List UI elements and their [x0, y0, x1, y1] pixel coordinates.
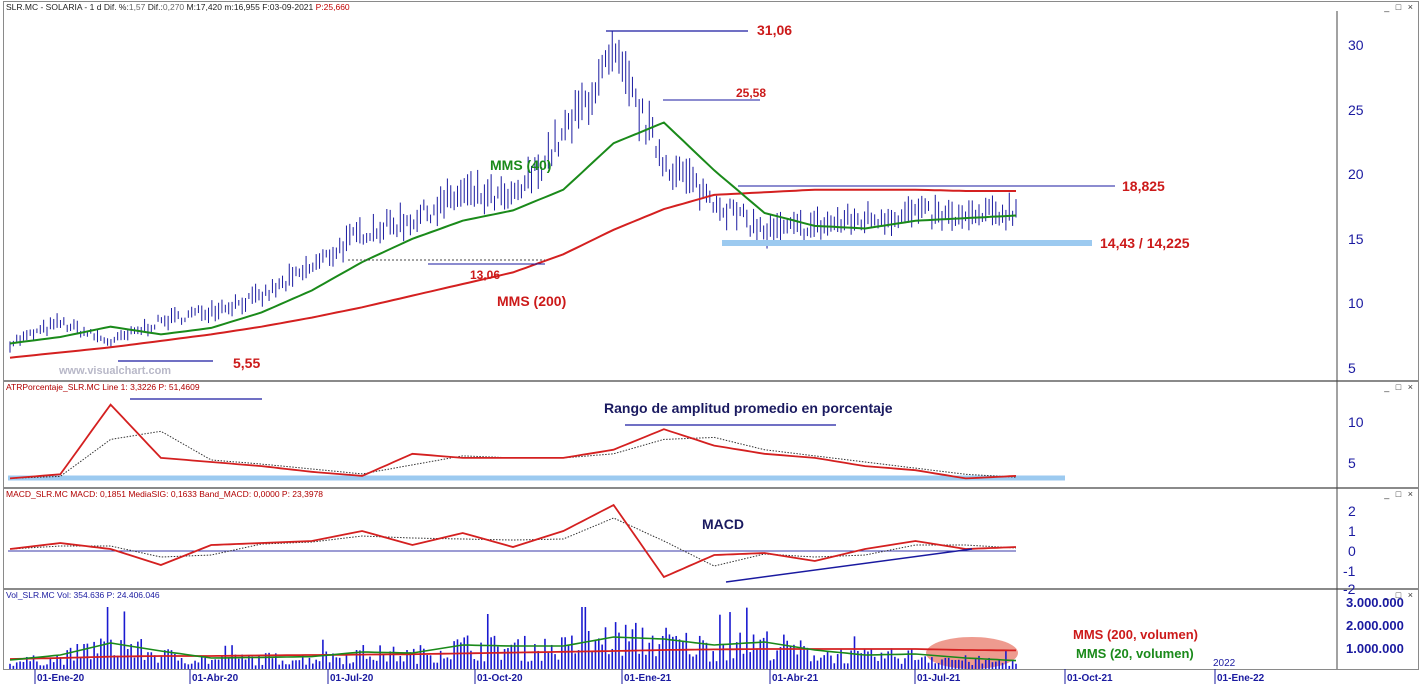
macd-trend-line — [725, 548, 973, 583]
x-tick-label: 01-Jul-20 — [330, 673, 374, 684]
price-panel[interactable]: SLR.MC - SOLARIA - 1 d Dif. %:1,57 Dif.:… — [3, 1, 1419, 381]
macd-yaxis: 2 1 0 -1 -2 — [1343, 503, 1356, 597]
volume-highlight — [926, 637, 1018, 669]
price-ytick: 25 — [1348, 102, 1364, 118]
x-tick-label: 01-Ene-21 — [624, 673, 672, 684]
volume-ytick: 1.000.000 — [1346, 641, 1404, 656]
dif-pct-label: Dif. %: — [103, 2, 129, 12]
x-tick-label: 01-Oct-20 — [477, 673, 523, 684]
close-value: 25,660 — [323, 2, 350, 12]
macd-signal-line — [9, 517, 1017, 567]
volume-mms200-label: MMS (200, volumen) — [1073, 627, 1198, 642]
price-ytick: 20 — [1348, 166, 1364, 182]
mms200-label: MMS (200) — [497, 293, 566, 309]
price-ytick: 10 — [1348, 295, 1364, 311]
x-tick-label: 01-Ene-22 — [1217, 673, 1265, 684]
date-label: F: — [262, 2, 270, 12]
level-1306-label: 13,06 — [470, 268, 500, 282]
atr-signal-line — [9, 430, 1017, 479]
macd-panel-header: MACD_SLR.MC MACD: 0,1851 MediaSIG: 0,163… — [6, 489, 324, 499]
macd-title: MACD — [702, 516, 744, 532]
mms40-line — [9, 121, 1017, 345]
dif-pct-value: 1,57 — [128, 2, 146, 12]
x-tick-label: 01-Ene-20 — [37, 673, 85, 684]
x-tick-label: 01-Abr-21 — [772, 673, 819, 684]
mms40-label: MMS (40) — [490, 157, 551, 173]
x-axis: 01-Ene-20 01-Abr-20 01-Jul-20 01-Oct-20 01-E… — [34, 669, 1265, 684]
price-yaxis: 30 25 20 15 10 5 — [1348, 37, 1364, 376]
macd-ytick: -1 — [1343, 563, 1356, 579]
volume-mms20-line — [9, 636, 1017, 662]
price-bars — [9, 31, 1017, 353]
macd-ytick: 1 — [1348, 523, 1356, 539]
atr-panel[interactable]: ATRPorcentaje_SLR.MC Line 1: 3,3226 P: 5… — [3, 381, 1419, 488]
volume-window-buttons[interactable]: _ □ × — [1384, 590, 1415, 600]
mms200-line — [9, 188, 1016, 359]
atr-ytick: 5 — [1348, 455, 1356, 471]
support-label: 14,43 / 14,225 — [1100, 235, 1190, 251]
volume-ytick: 2.000.000 — [1346, 618, 1404, 633]
x-tick-label: 01-Oct-21 — [1067, 673, 1113, 684]
macd-ytick: 0 — [1348, 543, 1356, 559]
resistance-label: 18,825 — [1122, 178, 1165, 194]
atr-ytick: 10 — [1348, 414, 1364, 430]
close-label: P: — [315, 2, 324, 12]
atr-line — [9, 403, 1017, 480]
symbol-label: SLR.MC - SOLARIA - — [6, 2, 90, 12]
volume-mms20-label: MMS (20, volumen) — [1076, 646, 1194, 661]
watermark: www.visualchart.com — [58, 365, 171, 377]
min-label: m: — [224, 2, 234, 12]
price-window-buttons[interactable]: _ □ × — [1384, 2, 1415, 12]
price-panel-header: SLR.MC - SOLARIA - 1 d Dif. %:1,57 Dif.:… — [6, 2, 350, 12]
max-label: M: — [186, 2, 196, 12]
atr-title: Rango de amplitud promedio en porcentaje — [604, 400, 893, 416]
dif-value: 0,270 — [162, 2, 185, 12]
volume-panel-header: Vol_SLR.MC Vol: 354.636 P: 24.406.046 — [6, 590, 160, 600]
atr-panel-header: ATRPorcentaje_SLR.MC Line 1: 3,3226 P: 5… — [6, 382, 200, 392]
macd-window-buttons[interactable]: _ □ × — [1384, 489, 1415, 499]
min-value: 16,955 — [233, 2, 260, 12]
dif-label: Dif.: — [147, 2, 163, 12]
price-ytick: 5 — [1348, 360, 1356, 376]
volume-ytick: 3.000.000 — [1346, 595, 1404, 610]
macd-ytick: -2 — [1343, 581, 1356, 597]
volume-bars — [9, 607, 1017, 669]
macd-ytick: 2 — [1348, 503, 1356, 519]
macd-line — [9, 503, 1017, 579]
period-label: 1 d — [89, 2, 102, 12]
price-ytick: 30 — [1348, 37, 1364, 53]
volume-yaxis: 3.000.000 2.000.000 1.000.000 — [1346, 595, 1404, 656]
x-tick-label: 01-Jul-21 — [917, 673, 961, 684]
high-label: 31,06 — [757, 22, 792, 38]
level-2558-label: 25,58 — [736, 86, 766, 100]
atr-window-buttons[interactable]: _ □ × — [1384, 382, 1415, 392]
atr-yaxis: 10 5 — [1348, 414, 1364, 471]
low-label: 5,55 — [233, 355, 260, 371]
macd-panel[interactable]: MACD_SLR.MC MACD: 0,1851 MediaSIG: 0,163… — [3, 488, 1419, 589]
max-value: 17,420 — [196, 2, 222, 12]
price-ytick: 15 — [1348, 231, 1364, 247]
date-value: 03-09-2021 — [269, 2, 314, 12]
volume-year-label: 2022 — [1213, 658, 1236, 669]
x-tick-label: 01-Abr-20 — [192, 673, 239, 684]
volume-mms200-line — [9, 648, 1016, 660]
